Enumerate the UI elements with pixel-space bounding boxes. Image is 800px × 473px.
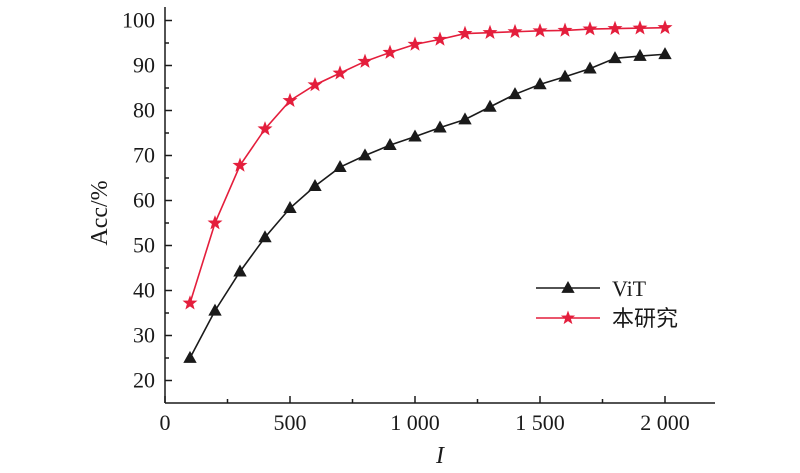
data-point-vit — [633, 48, 647, 61]
data-point-ours — [607, 20, 623, 35]
series-line-ours — [189, 26, 666, 304]
data-point-ours — [257, 121, 273, 136]
y-tick-label: 50 — [133, 233, 155, 258]
data-point-vit — [433, 120, 447, 133]
series-line-vit — [189, 53, 666, 359]
y-axis-ticks: 20 30 40 50 60 70 80 90 100 — [122, 8, 172, 393]
data-point-vit — [533, 77, 547, 90]
data-point-ours — [382, 44, 398, 59]
data-point-vit — [408, 129, 422, 142]
x-axis-ticks: 0 500 1 000 1 500 2 000 — [160, 396, 690, 435]
data-point-ours — [207, 215, 223, 230]
legend: ViT 本研究 — [536, 276, 678, 331]
data-point-ours — [282, 92, 298, 107]
data-point-vit — [483, 99, 497, 112]
y-tick-label: 80 — [133, 98, 155, 123]
data-point-ours — [182, 295, 198, 310]
data-point-vit — [258, 230, 272, 243]
data-point-ours — [457, 25, 473, 40]
x-tick-label: 1 000 — [390, 410, 440, 435]
data-point-ours — [532, 22, 548, 38]
data-point-ours — [657, 19, 673, 35]
y-tick-label: 60 — [133, 188, 155, 213]
data-point-vit — [458, 112, 472, 125]
x-tick-label: 500 — [274, 410, 307, 435]
data-point-vit — [208, 303, 222, 316]
data-point-vit — [233, 264, 247, 277]
data-point-vit — [508, 87, 522, 100]
data-point-ours — [582, 21, 598, 36]
data-point-ours — [407, 36, 423, 51]
data-point-vit — [183, 350, 197, 363]
legend-label-ours: 本研究 — [612, 306, 678, 331]
y-tick-label: 70 — [133, 143, 155, 168]
data-point-ours — [482, 24, 498, 40]
x-tick-label: 2 000 — [640, 410, 690, 435]
x-tick-label: 0 — [160, 410, 171, 435]
data-point-ours — [432, 31, 448, 46]
data-point-vit — [583, 61, 597, 74]
data-point-ours — [557, 22, 573, 37]
y-axis-title: Acc/% — [87, 180, 113, 245]
y-tick-label: 40 — [133, 278, 155, 303]
data-point-vit — [358, 148, 372, 161]
y-tick-label: 100 — [122, 8, 155, 33]
legend-marker-ours — [560, 310, 576, 325]
series-layer — [182, 19, 673, 363]
data-point-ours — [507, 23, 523, 39]
axes — [164, 7, 715, 404]
y-tick-label: 30 — [133, 323, 155, 348]
data-point-vit — [658, 47, 672, 60]
legend-marker-vit — [561, 281, 575, 293]
data-point-ours — [232, 157, 248, 172]
data-point-vit — [608, 51, 622, 64]
data-point-vit — [283, 201, 297, 213]
data-point-vit — [558, 69, 572, 82]
y-tick-label: 20 — [133, 368, 155, 393]
data-point-ours — [357, 53, 373, 68]
legend-label-vit: ViT — [612, 276, 647, 301]
data-point-ours — [307, 76, 323, 92]
x-tick-label: 1 500 — [515, 410, 565, 435]
data-point-ours — [632, 20, 648, 35]
y-tick-label: 90 — [133, 53, 155, 78]
data-point-vit — [308, 178, 322, 191]
data-point-vit — [383, 138, 397, 150]
data-point-vit — [333, 160, 347, 173]
x-axis-title: I — [435, 443, 445, 469]
data-point-ours — [332, 65, 348, 80]
